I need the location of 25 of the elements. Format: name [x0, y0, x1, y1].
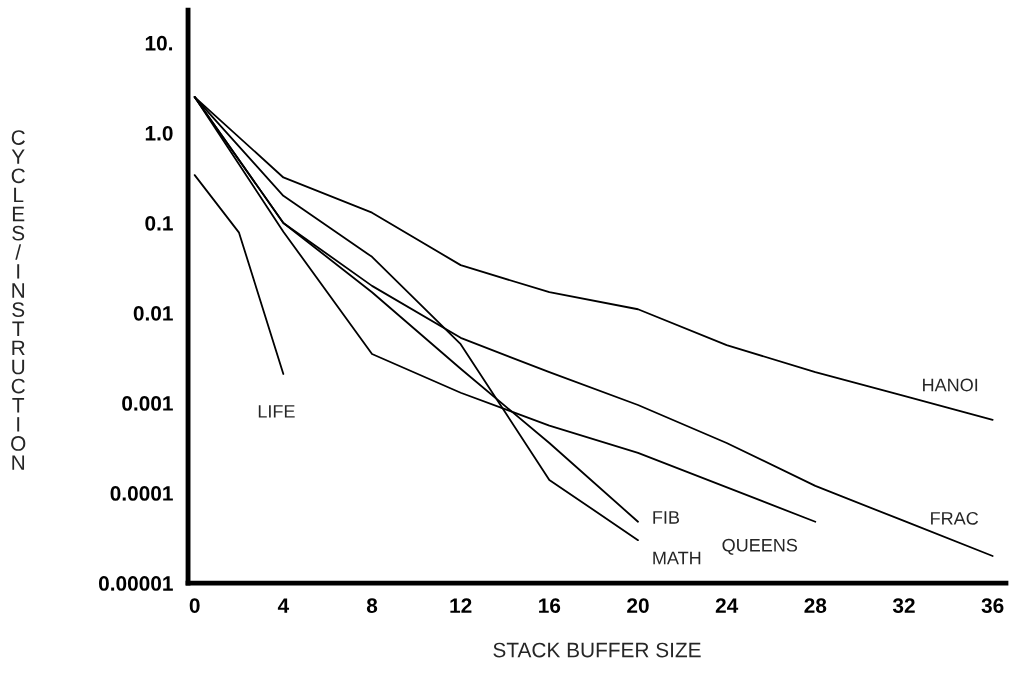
y-tick-label: 0.0001 — [110, 486, 173, 501]
x-tick-label: 20 — [627, 598, 649, 613]
y-tick-label: 1.0 — [145, 125, 173, 141]
x-axis-title: STACK BUFFER SIZE — [493, 642, 701, 658]
x-tick-label: 32 — [892, 598, 915, 614]
series-label: LIFE — [258, 405, 295, 418]
series-label: MATH — [653, 551, 701, 565]
x-tick-label: 8 — [366, 598, 378, 613]
y-tick-label: 0.1 — [145, 215, 173, 231]
y-tick-label: 10. — [145, 35, 173, 51]
y-tick-label: 0.001 — [122, 396, 173, 411]
series-label: QUEENS — [722, 538, 798, 555]
text: CYCLES/INSTRUCTION — [11, 130, 26, 470]
y-tick-label: 0.01 — [133, 305, 173, 321]
x-tick-label: 16 — [539, 598, 561, 613]
x-tick-label: 36 — [981, 598, 1004, 614]
series-label: FRAC — [931, 511, 979, 525]
x-tick-label: 4 — [277, 598, 290, 613]
series-label: HANOI — [923, 378, 978, 392]
x-tick-label: 28 — [804, 598, 827, 613]
x-tick-label: 0 — [189, 598, 200, 613]
y-tick-label: 0.00001 — [98, 576, 173, 591]
x-tick-label: 12 — [450, 598, 472, 613]
x-tick-label: 24 — [715, 598, 739, 613]
series-label: FIB — [653, 511, 680, 524]
